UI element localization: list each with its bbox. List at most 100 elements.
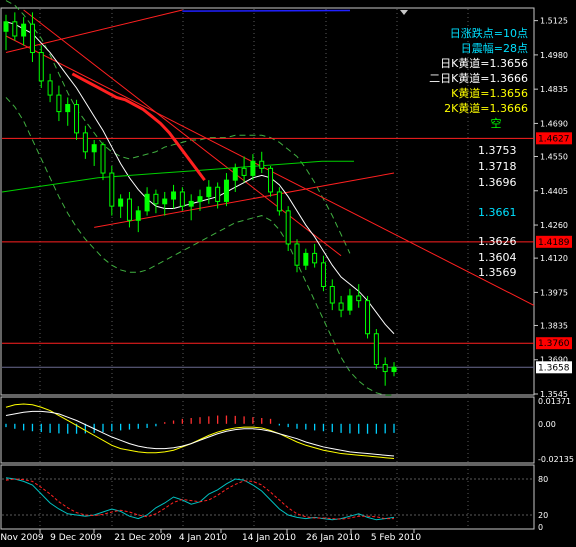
- stoch-panel-frame: [0, 464, 535, 530]
- stoch-axis-label: 80: [538, 475, 548, 484]
- candle-body: [223, 179, 229, 202]
- info-daily-k-line: 日K黄道=1.3656: [440, 56, 528, 70]
- candle-body: [171, 191, 177, 200]
- candle-body: [56, 94, 62, 113]
- price-axis-label: 1.4690: [540, 119, 568, 128]
- level-label: 1.3753: [478, 144, 517, 157]
- candle-body: [144, 193, 150, 212]
- candle-body: [250, 160, 256, 176]
- candle-body: [188, 200, 194, 207]
- candle-body: [268, 167, 274, 193]
- candle-body: [179, 191, 185, 207]
- info-2k-line: 2K黄道=1.3666: [444, 101, 528, 115]
- candle-body: [338, 302, 344, 311]
- stoch-d-line: [5, 478, 394, 520]
- info-direction: 空: [491, 116, 502, 130]
- price-tag-current-bg: [536, 361, 572, 374]
- time-axis-label: 4 Jan 2010: [179, 533, 227, 543]
- trendline: [5, 9, 183, 54]
- candle-body: [38, 52, 44, 82]
- candle-body: [276, 191, 282, 212]
- candle-body: [347, 295, 353, 311]
- horizontal-levels-layer: [2, 137, 534, 368]
- candle-body: [3, 21, 9, 32]
- candle-body: [373, 333, 379, 365]
- price-tag-lower: 1.3760: [538, 339, 570, 349]
- candle-body: [232, 167, 238, 181]
- candle-body: [47, 80, 53, 96]
- axis-labels-layer: 1.5125 1.4980 1.4835 1.4690 1.4550 1.4405 1.42…: [534, 17, 568, 399]
- bollinger-layer: [5, 0, 394, 396]
- bollinger-lower-line: [5, 97, 394, 396]
- main-panel-frame: [0, 7, 535, 396]
- candle-body: [206, 186, 212, 198]
- candle-body: [329, 285, 335, 304]
- stoch-axis-label: 20: [538, 511, 548, 520]
- bollinger-upper-line: [5, 0, 351, 254]
- candle-body: [100, 144, 106, 174]
- info-daily-change: 日涨跌点=10点: [450, 26, 528, 40]
- grid-layer: [39, 9, 469, 528]
- candle-body: [382, 363, 388, 373]
- candle-body: [126, 198, 132, 221]
- level-labels: 1.3753 1.3718 1.3696 1.3661 1.3626 1.360…: [478, 144, 517, 279]
- macd-panel-frame: [0, 396, 535, 464]
- macd-axis-label: 0.00: [538, 420, 556, 429]
- time-axis-label: Nov 2009: [0, 533, 44, 543]
- time-axis-label: 21 Dec 2009: [114, 533, 172, 543]
- macd-axis-label: 0.01371: [538, 397, 571, 406]
- price-axis-label: 1.4405: [540, 187, 568, 196]
- level-label: 1.3718: [478, 160, 517, 173]
- candle-body: [118, 198, 124, 207]
- level-label: 1.3661: [478, 206, 517, 219]
- candle-body: [303, 252, 309, 266]
- candle-body: [82, 132, 88, 153]
- level-label: 1.3604: [478, 251, 517, 264]
- macd-axis-label: -0.02135: [538, 455, 574, 464]
- level-label: 1.3696: [478, 176, 517, 189]
- macd-line: [5, 403, 395, 460]
- price-axis-label: 1.5125: [540, 17, 568, 26]
- price-axis-label: 1.4120: [540, 254, 568, 263]
- level-label: 1.3569: [478, 266, 517, 279]
- price-tag-middle-bg: [536, 235, 572, 248]
- level-label: 1.3626: [478, 235, 517, 248]
- candle-body: [365, 300, 371, 335]
- price-tag-lower-bg: [536, 337, 572, 350]
- candle-body: [109, 172, 115, 207]
- candle-body: [21, 23, 27, 37]
- time-axis-label: 26 Jan 2010: [306, 533, 360, 543]
- price-tag-upper-bg: [536, 132, 572, 145]
- candle-body: [65, 104, 71, 113]
- stoch-axis-label: 0: [538, 523, 543, 532]
- macd-layer: 0.01371 0.00 -0.02135: [5, 397, 574, 464]
- candle-body: [285, 210, 291, 245]
- candle-body: [294, 243, 300, 266]
- candle-body: [320, 262, 326, 287]
- ma-mid-line: [1, 160, 354, 193]
- price-tag-current: 1.3658: [538, 363, 570, 373]
- candle-body: [74, 104, 80, 134]
- top-channel-line: [182, 9, 351, 12]
- price-axis-label: 1.4980: [540, 51, 568, 60]
- candle-body: [356, 295, 362, 302]
- time-axis-layer: Nov 2009 9 Dec 2009 21 Dec 2009 4 Jan 2010 1…: [0, 529, 421, 543]
- info-k-line: K黄道=1.3656: [451, 86, 528, 100]
- macd-signal-line: [5, 410, 395, 457]
- info-daily-range: 日震幅=28点: [461, 42, 528, 55]
- candle-body: [162, 198, 168, 205]
- price-tag-middle: 1.4189: [538, 238, 570, 248]
- candle-body: [259, 160, 265, 169]
- chart-scroll-marker-icon[interactable]: [400, 10, 408, 15]
- candle-body: [215, 186, 221, 202]
- info-panel: 日涨跌点=10点 日震幅=28点 日K黄道=1.3656 二日K黄道=1.366…: [429, 26, 528, 130]
- price-axis-label: 1.3835: [540, 321, 568, 330]
- time-axis-label: 14 Jan 2010: [242, 533, 296, 543]
- candle-body: [153, 193, 159, 205]
- candle-body: [135, 210, 141, 221]
- candle-body: [391, 366, 397, 373]
- time-axis-label: 5 Feb 2010: [371, 533, 422, 543]
- candles-layer: [3, 12, 397, 386]
